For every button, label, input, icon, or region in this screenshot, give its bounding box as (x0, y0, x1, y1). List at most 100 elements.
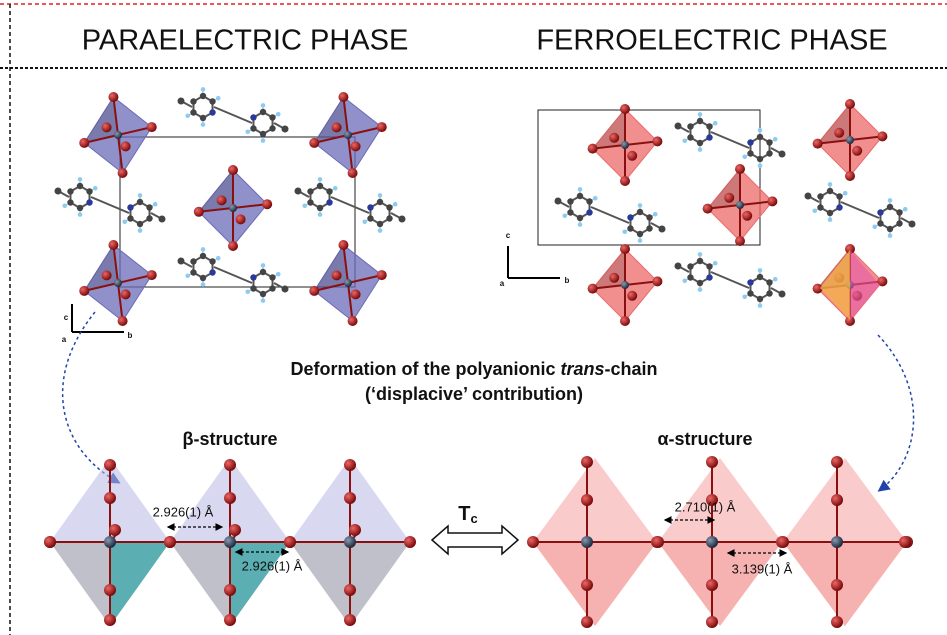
atom (836, 204, 843, 211)
bond (592, 144, 626, 150)
atom (269, 274, 276, 281)
atom (896, 209, 903, 216)
atom (367, 204, 374, 211)
atom (577, 222, 583, 227)
atom (349, 524, 361, 536)
atom (376, 220, 384, 228)
atom (581, 536, 593, 548)
bond (117, 282, 124, 322)
atom (627, 225, 634, 232)
bond (347, 282, 354, 322)
atom (245, 129, 251, 135)
atom (902, 206, 908, 212)
octahedron-face (820, 250, 850, 320)
atom (845, 171, 855, 181)
atom (104, 614, 116, 626)
atom (772, 276, 778, 282)
atom (190, 98, 197, 105)
bond (213, 106, 253, 124)
atom (108, 240, 119, 250)
atom (581, 579, 593, 591)
atom (185, 113, 191, 119)
bond (710, 131, 750, 149)
atom (567, 198, 574, 205)
atom (831, 579, 843, 591)
octahedron-face (783, 542, 907, 626)
bond (84, 134, 119, 144)
atom (756, 133, 764, 141)
atom (887, 198, 893, 203)
atom (636, 208, 644, 216)
atom (581, 616, 593, 628)
atom (706, 263, 713, 270)
bond (624, 280, 658, 286)
atom (250, 285, 257, 292)
atom (199, 274, 207, 282)
atom (872, 224, 878, 230)
atom (706, 274, 713, 281)
atom (114, 131, 122, 139)
caption-line1: Deformation of the polyanionic trans-cha… (290, 359, 657, 379)
atom (696, 139, 704, 147)
atom (687, 123, 694, 130)
atom (344, 459, 356, 471)
atom (562, 213, 568, 219)
atom (67, 199, 74, 206)
atom (229, 204, 237, 212)
atom (67, 188, 74, 195)
atom (852, 145, 863, 156)
atom (362, 219, 368, 225)
bond (117, 126, 152, 136)
atom (209, 109, 216, 116)
axis-b: b (128, 331, 133, 340)
atom (587, 143, 598, 154)
atom (777, 536, 789, 548)
bond (84, 282, 119, 292)
atom (228, 241, 238, 251)
atom (592, 195, 598, 201)
axis-c: c (506, 231, 511, 240)
axis-a: a (62, 335, 67, 344)
atom (687, 263, 694, 270)
atom (812, 208, 818, 214)
atom (747, 139, 754, 146)
atom (104, 584, 116, 596)
atom (44, 536, 56, 548)
atom (260, 138, 266, 143)
atom (845, 244, 855, 254)
atom (877, 209, 884, 216)
atom (652, 211, 658, 217)
atom (621, 141, 629, 149)
atom (386, 215, 393, 222)
atom (742, 154, 748, 160)
atom (344, 131, 352, 139)
octahedron-face (533, 542, 657, 626)
atom (109, 524, 121, 536)
atom (137, 193, 143, 198)
bond (112, 244, 119, 284)
atom (376, 270, 387, 281)
atom (386, 204, 393, 211)
atom (260, 263, 266, 268)
atom (338, 92, 349, 102)
atom (586, 209, 593, 216)
atom (77, 177, 83, 182)
axis-c: c (64, 313, 69, 322)
atom (376, 198, 384, 206)
atom (316, 182, 324, 190)
alpha-distance-bottom: 3.139(1) Å (732, 561, 793, 576)
atom (842, 190, 848, 196)
atom (120, 141, 131, 152)
atom (577, 187, 583, 192)
atom (712, 120, 718, 126)
atom (200, 247, 206, 252)
atom (757, 303, 763, 308)
atom (76, 204, 84, 212)
atom (609, 272, 620, 283)
atom (766, 279, 773, 286)
atom (158, 215, 166, 223)
atom (887, 233, 893, 238)
atom (834, 127, 845, 138)
atom (284, 536, 296, 548)
curved-arrow (62, 311, 121, 484)
